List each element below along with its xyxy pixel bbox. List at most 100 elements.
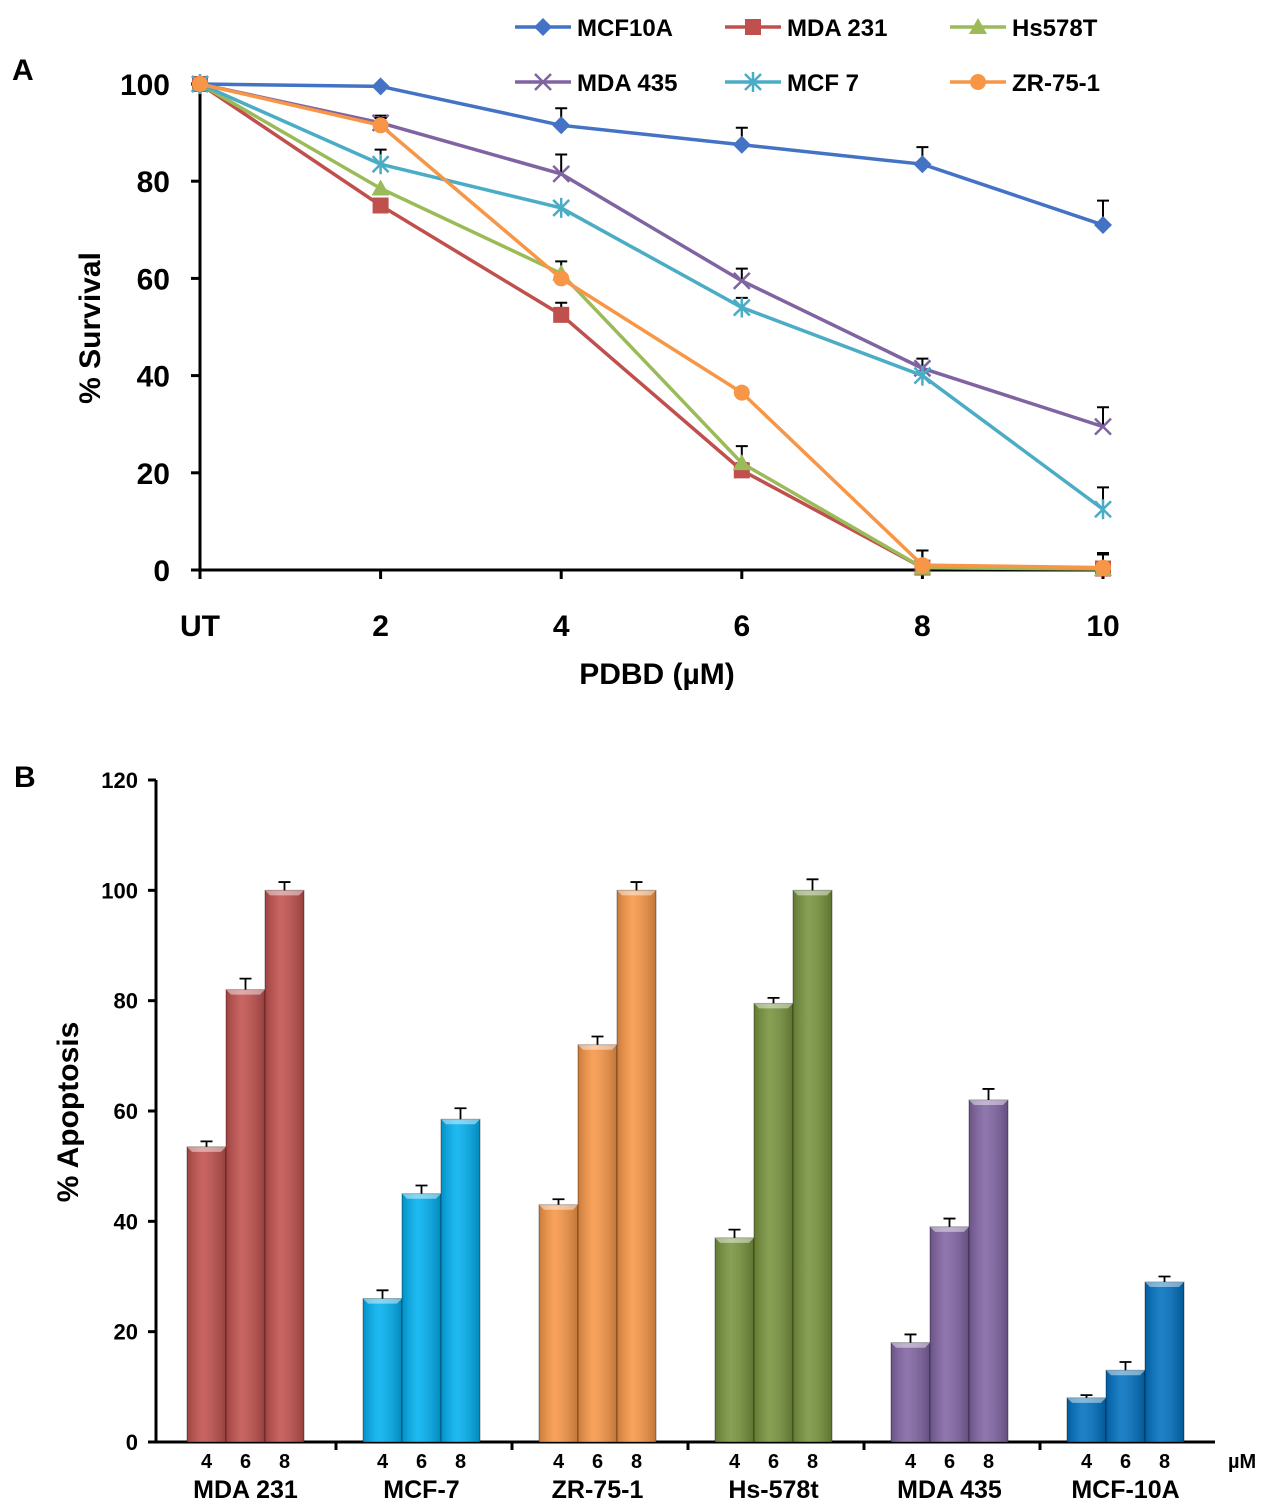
series-mcf-7 [191, 74, 1112, 520]
data-point-marker [732, 135, 751, 154]
dose-label: 6 [1120, 1451, 1131, 1473]
data-point-marker [552, 197, 571, 218]
survival-tick-labels: 0 20 40 60 80 100 UT 2 4 6 8 10 [120, 69, 1120, 643]
panel-a-label: A [12, 54, 34, 87]
error-bar [239, 977, 252, 990]
series-hs578t [191, 75, 1112, 577]
bar-top-bevel [1145, 1282, 1184, 1288]
dose-label: 6 [944, 1451, 955, 1473]
y-tick-label: 100 [120, 69, 170, 102]
error-bar [1097, 406, 1109, 427]
series-mda-231 [192, 76, 1111, 577]
y-tick-label: 60 [114, 1099, 138, 1124]
dose-label: 4 [1081, 1451, 1093, 1473]
error-bar [735, 267, 748, 281]
bar-group-zr-75-1 [538, 881, 657, 1443]
data-point-marker [371, 179, 390, 196]
bar-shading [1145, 1282, 1184, 1442]
y-tick-label: 40 [137, 361, 170, 394]
dose-label: 4 [905, 1451, 917, 1473]
data-point-marker [372, 117, 389, 134]
error-bar [376, 1289, 389, 1299]
legend-label: ZR-75-1 [1012, 70, 1100, 97]
bar-top-bevel [441, 1119, 480, 1125]
dose-label: 6 [768, 1451, 779, 1473]
bar-shading [1106, 1370, 1145, 1442]
x-tick-label: 10 [1086, 610, 1119, 643]
group-label: MDA 435 [897, 1476, 1002, 1504]
legend-item: Hs578T [950, 15, 1098, 42]
legend-item: ZR-75-1 [950, 70, 1100, 97]
error-bar [454, 1107, 467, 1120]
dose-label: 8 [631, 1451, 642, 1473]
bar-shading [891, 1342, 930, 1442]
x-tick-label: 6 [733, 610, 750, 643]
data-point-marker [913, 155, 932, 174]
bar-shading [793, 890, 832, 1442]
bar-shading [187, 1146, 226, 1442]
legend-item: MCF 7 [725, 70, 859, 97]
data-point-marker [552, 116, 571, 135]
legend-marker [534, 18, 552, 36]
dose-label: 4 [553, 1451, 565, 1473]
unit-label: µM [1228, 1451, 1256, 1473]
data-point-marker [914, 557, 931, 574]
bar-top-bevel [793, 890, 832, 896]
bar-top-bevel [187, 1146, 226, 1152]
error-bar [943, 1217, 956, 1227]
bar-shading [930, 1226, 969, 1442]
legend-marker [969, 18, 987, 34]
y-tick-label: 0 [126, 1430, 138, 1455]
legend-marker [745, 19, 761, 35]
bar-shading [402, 1193, 441, 1442]
data-point-marker [1094, 417, 1112, 436]
error-bar [1080, 1394, 1093, 1398]
series-mcf10a [191, 75, 1112, 234]
data-point-marker [371, 154, 390, 175]
bar-top-bevel [226, 989, 265, 995]
dose-label: 4 [201, 1451, 213, 1473]
data-point-marker [732, 271, 751, 290]
data-point-marker [553, 270, 570, 287]
dose-label: 6 [240, 1451, 251, 1473]
bar-shading [265, 890, 304, 1442]
legend-item: MDA 435 [515, 70, 677, 97]
error-bar [1119, 1361, 1132, 1371]
bar-top-bevel [891, 1342, 930, 1348]
data-point-marker [553, 306, 570, 323]
error-bar [806, 878, 819, 891]
bar-top-bevel [1106, 1370, 1145, 1376]
bar-top-bevel [969, 1099, 1008, 1105]
group-label: ZR-75-1 [552, 1476, 644, 1504]
bar-shading [539, 1204, 578, 1442]
legend-label: MCF 7 [787, 70, 859, 97]
bar-group-mcf-10a [1066, 1275, 1185, 1443]
error-bar [200, 1140, 213, 1147]
data-point-marker [192, 76, 208, 92]
bar-top-bevel [539, 1204, 578, 1210]
bar-shading [363, 1298, 402, 1442]
bar-shading [578, 1044, 617, 1442]
bar-group-mda-231 [186, 881, 305, 1443]
legend-marker [534, 73, 552, 91]
y-tick-label: 60 [137, 263, 170, 296]
bar-top-bevel [930, 1226, 969, 1232]
bar-top-bevel [363, 1298, 402, 1304]
error-bar [982, 1088, 995, 1100]
error-bar [591, 1035, 604, 1045]
data-point-marker [1094, 499, 1112, 520]
dose-label: 8 [279, 1451, 290, 1473]
series-line [199, 82, 1104, 571]
error-bar [904, 1333, 917, 1343]
bar-shading [969, 1099, 1008, 1442]
survival-series [191, 74, 1112, 577]
data-point-marker [733, 384, 750, 401]
y-tick-label: 120 [101, 768, 138, 793]
group-label: MDA 231 [193, 1476, 298, 1504]
apoptosis-axes [148, 778, 1215, 1450]
bar-top-bevel [715, 1237, 754, 1243]
error-bar [552, 1198, 565, 1205]
panel-b: B 0 20 40 60 80 100 120 4 6 8 MDA 231 4 6 8 MCF-7 4 6 8 Z… [14, 761, 1256, 1504]
y-tick-label: 0 [153, 555, 170, 588]
bar-top-bevel [754, 1003, 793, 1009]
